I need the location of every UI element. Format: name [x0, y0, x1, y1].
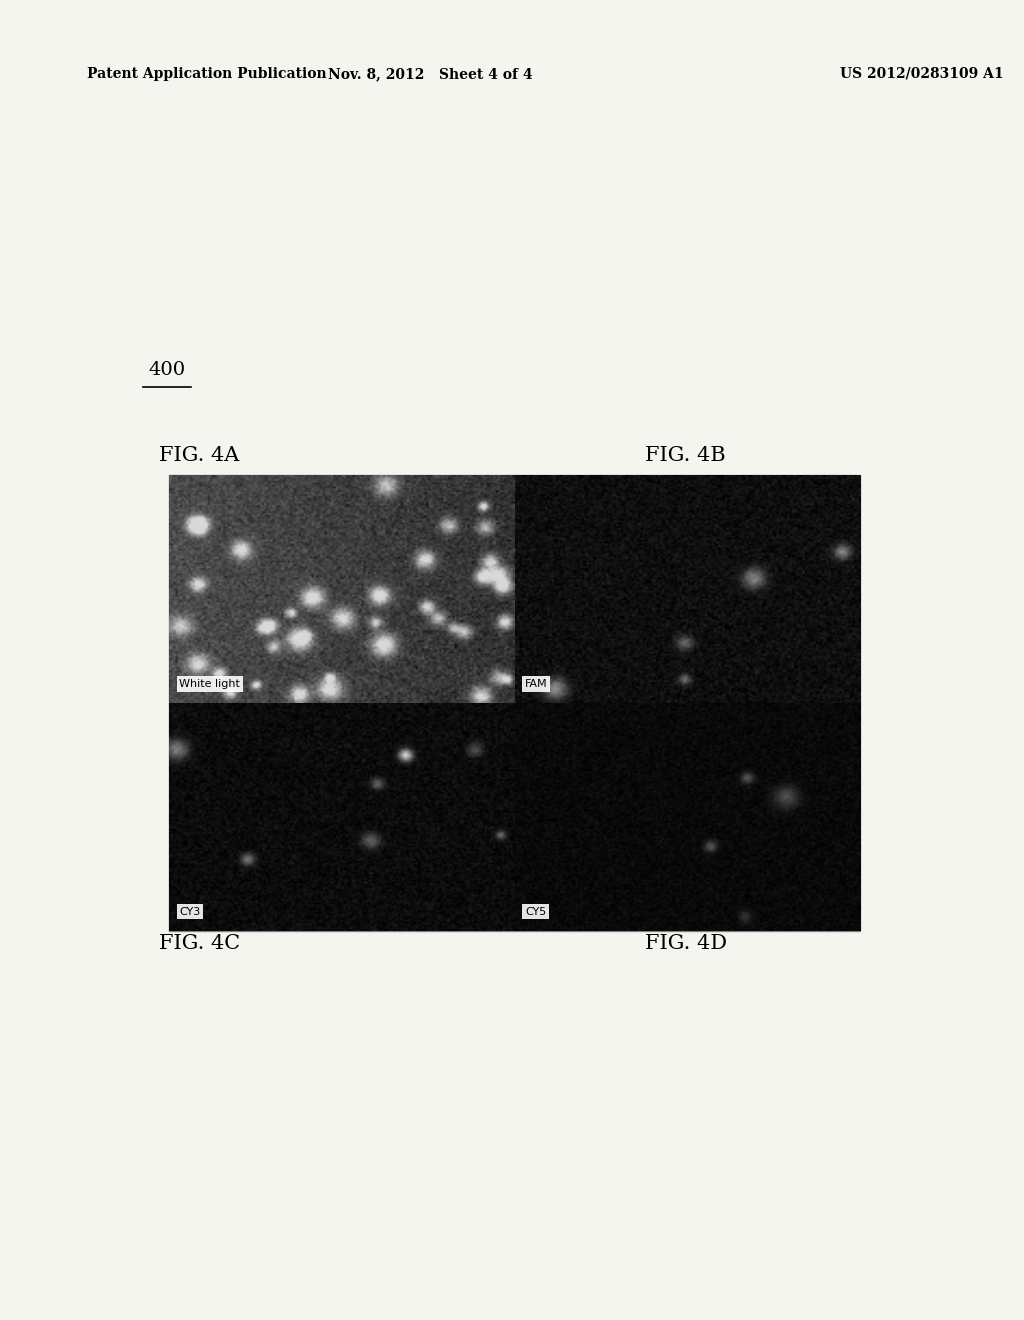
Text: US 2012/0283109 A1: US 2012/0283109 A1 [840, 67, 1004, 81]
Text: Nov. 8, 2012   Sheet 4 of 4: Nov. 8, 2012 Sheet 4 of 4 [328, 67, 532, 81]
Text: Patent Application Publication: Patent Application Publication [87, 67, 327, 81]
Text: FIG. 4C: FIG. 4C [159, 935, 240, 953]
Text: 400: 400 [148, 360, 185, 379]
Text: FAM: FAM [525, 678, 548, 689]
Text: FIG. 4B: FIG. 4B [645, 446, 726, 465]
Bar [169, 475, 860, 931]
Text: FIG. 4A: FIG. 4A [159, 446, 239, 465]
Text: White light: White light [179, 678, 241, 689]
Text: CY3: CY3 [179, 907, 201, 916]
Text: CY5: CY5 [525, 907, 546, 916]
Text: FIG. 4D: FIG. 4D [645, 935, 727, 953]
